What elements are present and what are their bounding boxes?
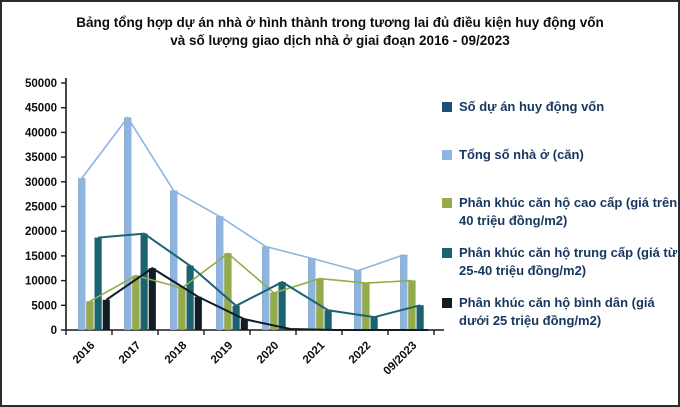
bar-s3-2022 <box>370 316 378 331</box>
bar-s1-2016 <box>77 178 86 331</box>
legend-item-3: Phân khúc căn hộ trung cấp (giá từ 25-40… <box>442 244 678 280</box>
y-tick-label: 30000 <box>25 177 57 189</box>
y-tick-label: 15000 <box>25 251 57 263</box>
x-category-label-2021: 2021 <box>301 339 328 366</box>
chart-title-line1: Bảng tổng hợp dự án nhà ở hình thành tro… <box>76 15 604 30</box>
y-tick-label: 20000 <box>25 226 57 238</box>
bar-s4-2019 <box>240 318 249 331</box>
bar-s1-2022 <box>354 270 362 331</box>
line-s1 <box>81 116 404 272</box>
legend-label-1: Tổng số nhà ở (căn) <box>459 147 584 162</box>
bar-line-chart: 0 5000 10000 15000 20000 25000 30000 35000 40000… <box>25 78 444 378</box>
x-category-label-2016: 2016 <box>71 340 98 367</box>
bar-s3-09/2023 <box>416 305 424 331</box>
chart-title-line2: và số lượng giao dịch nhà ở giai đoạn 20… <box>170 33 510 48</box>
y-tick-label: 10000 <box>25 276 57 288</box>
x-category-label-2017: 2017 <box>117 340 144 367</box>
lines-layer <box>81 116 429 331</box>
bar-s4-2017 <box>148 268 157 331</box>
bar-s1-2018 <box>169 190 178 331</box>
line-s3 <box>98 232 421 319</box>
bar-s2-2018 <box>178 287 186 331</box>
legend-item-4: Phân khúc căn hộ bình dân (giá dưới 25 t… <box>442 294 678 330</box>
legend-item-0: Số dự án huy động vốn <box>442 98 678 116</box>
bar-s1-09/2023 <box>400 254 408 331</box>
chart-title: Bảng tổng hợp dự án nhà ở hình thành tro… <box>2 14 678 50</box>
bar-s3-2019 <box>232 305 240 331</box>
y-tick-label: 35000 <box>25 152 57 164</box>
legend-item-2: Phân khúc căn hộ cao cấp (giá trên 40 tr… <box>442 194 678 230</box>
legend-label-4: Phân khúc căn hộ bình dân (giá dưới 25 t… <box>459 295 655 328</box>
bar-s4-2018 <box>194 296 203 331</box>
x-category-label-2020: 2020 <box>255 340 282 367</box>
axis-lines <box>65 78 444 331</box>
legend-swatch-0 <box>442 102 452 112</box>
bar-s1-2021 <box>308 258 316 331</box>
x-category-label-2019: 2019 <box>209 340 236 367</box>
line-s4 <box>105 267 429 331</box>
bar-s4-2016 <box>102 299 111 331</box>
legend-swatch-3 <box>442 248 452 258</box>
legend-label-2: Phân khúc căn hộ cao cấp (giá trên 40 tr… <box>459 195 678 228</box>
bar-s3-2018 <box>186 265 194 331</box>
bar-s2-09/2023 <box>408 280 416 331</box>
legend-swatch-4 <box>442 298 452 308</box>
bar-s2-2016 <box>86 301 94 331</box>
legend-item-1: Tổng số nhà ở (căn) <box>442 146 678 164</box>
x-category-label-09/2023: 09/2023 <box>382 340 420 378</box>
legend-swatch-1 <box>442 150 452 160</box>
x-category-label-2018: 2018 <box>163 339 190 366</box>
bar-s2-2022 <box>362 282 370 331</box>
bar-s2-2017 <box>132 275 140 331</box>
line-s2 <box>89 252 412 303</box>
bar-s2-2019 <box>224 253 232 331</box>
bar-s1-2019 <box>215 216 224 331</box>
y-tick-label: 40000 <box>25 127 57 139</box>
bar-s3-2017 <box>140 233 148 331</box>
legend-label-0: Số dự án huy động vốn <box>459 99 605 114</box>
bar-s3-2021 <box>324 310 332 331</box>
y-tick-label: 0 <box>51 325 57 337</box>
bar-s1-2017 <box>123 117 132 331</box>
x-category-label-2022: 2022 <box>347 340 374 367</box>
legend-label-3: Phân khúc căn hộ trung cấp (giá từ 25-40… <box>459 245 678 278</box>
bar-s3-2016 <box>94 237 102 331</box>
chart-legend: Số dự án huy động vốn Tổng số nhà ở (căn)… <box>442 98 678 330</box>
legend-swatch-2 <box>442 198 452 208</box>
y-tick-label: 45000 <box>25 103 57 115</box>
y-tick-label: 50000 <box>25 78 57 90</box>
y-tick-label: 5000 <box>31 300 57 312</box>
y-tick-label: 25000 <box>25 202 57 214</box>
